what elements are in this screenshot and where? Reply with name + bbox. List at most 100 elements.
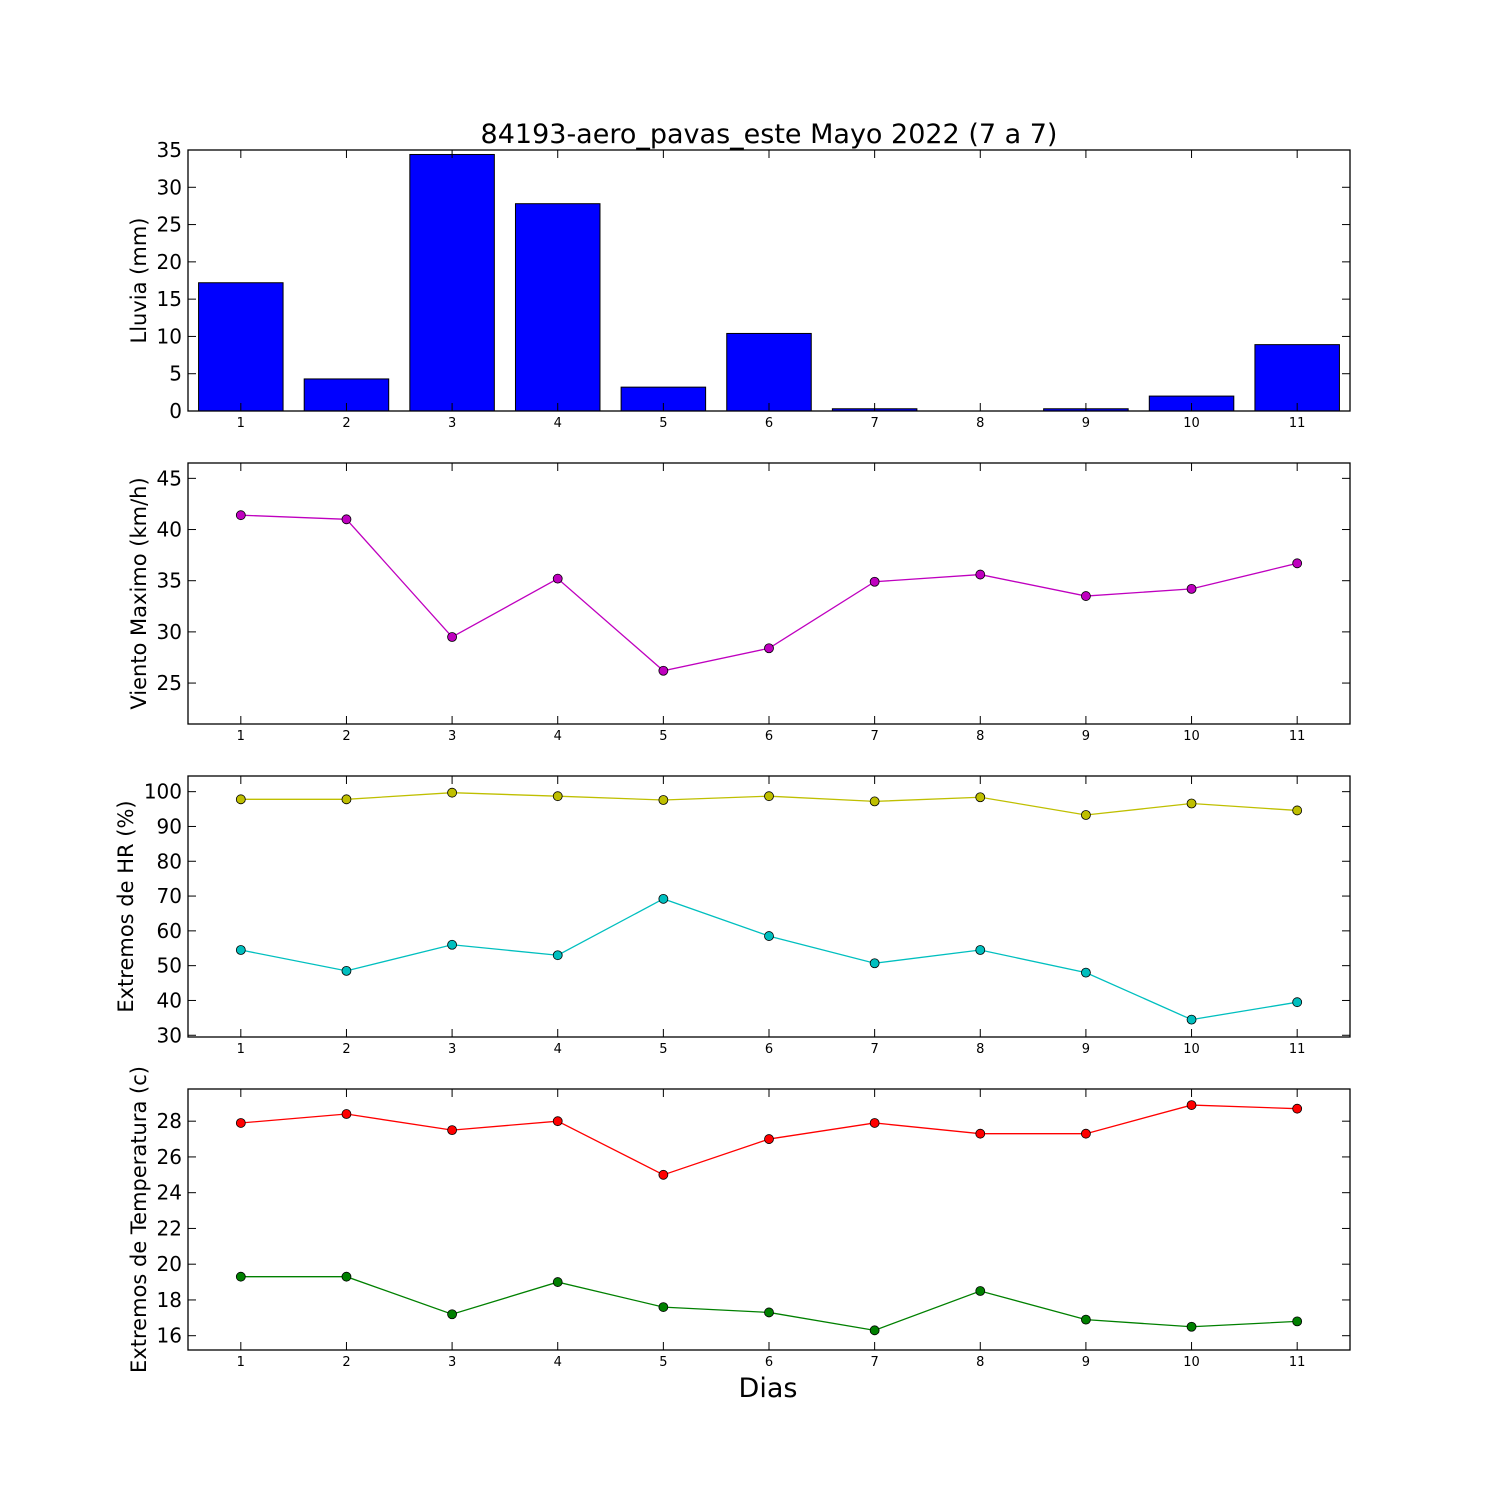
- x-tick-label: 6: [765, 729, 773, 744]
- x-tick-label: 7: [870, 1042, 878, 1057]
- data-point: [1186, 583, 1197, 594]
- data-point: [764, 1134, 774, 1144]
- x-tick-label: 9: [1082, 416, 1090, 431]
- data-point: [1292, 558, 1303, 569]
- data-point: [1186, 1014, 1197, 1025]
- x-tick-label: 1: [237, 416, 245, 431]
- data-point: [658, 795, 669, 805]
- data-point: [975, 1286, 986, 1296]
- x-tick-label: 11: [1289, 1042, 1306, 1057]
- bar: [726, 332, 812, 412]
- y-tick-label: 45: [157, 466, 182, 490]
- x-tick-label: 7: [870, 729, 878, 744]
- y-tick-label: 25: [157, 213, 182, 237]
- data-point: [1292, 997, 1303, 1008]
- bar: [514, 203, 601, 412]
- x-tick-label: 4: [554, 729, 562, 744]
- data-point: [235, 794, 246, 805]
- data-point: [869, 958, 880, 969]
- x-tick-label: 9: [1082, 729, 1090, 744]
- x-tick-label: 1: [237, 1355, 245, 1370]
- data-point: [235, 945, 246, 955]
- y-tick-label: 40: [157, 518, 182, 542]
- data-point: [235, 1118, 246, 1128]
- data-point: [764, 643, 774, 654]
- y-tick-label: 0: [169, 399, 182, 423]
- y-tick-label: 60: [157, 919, 182, 943]
- data-point: [869, 1325, 880, 1336]
- data-point: [1292, 1103, 1303, 1114]
- y-axis-label: Viento Maximo (km/h): [127, 477, 151, 709]
- x-tick-label: 8: [976, 1355, 984, 1370]
- x-tick-label: 5: [659, 416, 667, 431]
- x-tick-label: 6: [765, 1355, 773, 1370]
- data-point: [975, 792, 986, 803]
- data-point: [869, 796, 880, 807]
- data-point: [764, 931, 774, 941]
- y-tick-label: 90: [157, 814, 182, 838]
- data-point: [447, 1125, 457, 1136]
- chart-title: 84193-aero_pavas_este Mayo 2022 (7 a 7): [481, 119, 1058, 150]
- data-point: [1081, 967, 1091, 978]
- data-point: [447, 632, 457, 642]
- y-tick-label: 15: [157, 287, 182, 311]
- y-tick-label: 30: [157, 1023, 182, 1047]
- x-tick-label: 8: [976, 1042, 984, 1057]
- y-tick-label: 22: [157, 1216, 182, 1240]
- data-point: [658, 893, 669, 904]
- y-tick-label: 26: [157, 1145, 182, 1169]
- data-point: [235, 510, 246, 521]
- x-tick-label: 8: [976, 416, 984, 431]
- data-point: [1186, 1100, 1197, 1110]
- x-tick-label: 7: [870, 416, 878, 431]
- x-tick-label: 4: [554, 416, 562, 431]
- x-tick-label: 2: [342, 1355, 350, 1370]
- x-tick-label: 11: [1289, 729, 1306, 744]
- y-axis-label: Extremos de Temperatura (c): [127, 1066, 151, 1373]
- x-tick-label: 3: [448, 729, 456, 744]
- x-tick-label: 5: [659, 1042, 667, 1057]
- y-tick-label: 80: [157, 849, 182, 873]
- y-tick-label: 20: [157, 250, 182, 274]
- data-point: [658, 1302, 669, 1312]
- data-point: [975, 569, 986, 580]
- y-tick-label: 10: [157, 324, 182, 348]
- data-point: [552, 950, 563, 961]
- data-point: [869, 1118, 880, 1128]
- data-point: [975, 945, 986, 955]
- x-tick-label: 3: [448, 1355, 456, 1370]
- x-tick-label: 11: [1289, 1355, 1306, 1370]
- data-point: [1186, 1321, 1197, 1332]
- data-point: [658, 665, 669, 676]
- data-point: [552, 1116, 563, 1127]
- x-tick-label: 10: [1183, 416, 1200, 431]
- y-tick-label: 100: [144, 780, 182, 804]
- x-tick-label: 2: [342, 1042, 350, 1057]
- data-point: [764, 1307, 774, 1318]
- data-point: [447, 1309, 457, 1320]
- data-point: [975, 1128, 986, 1139]
- x-tick-label: 6: [765, 1042, 773, 1057]
- data-point: [552, 791, 563, 802]
- x-tick-label: 3: [448, 1042, 456, 1057]
- y-tick-label: 24: [157, 1181, 182, 1205]
- x-tick-label: 4: [554, 1042, 562, 1057]
- x-tick-label: 2: [342, 416, 350, 431]
- x-tick-label: 10: [1183, 729, 1200, 744]
- x-tick-label: 11: [1289, 416, 1306, 431]
- y-tick-label: 35: [157, 138, 182, 162]
- y-tick-label: 70: [157, 884, 182, 908]
- y-tick-label: 16: [157, 1324, 182, 1348]
- x-tick-label: 5: [659, 1355, 667, 1370]
- y-tick-label: 40: [157, 988, 182, 1012]
- panel-4: 16 18 20 22 24 26 28 1 2 3 4 5 6 7 8 9 10 11 Extremos de T…: [127, 1066, 1351, 1373]
- data-point: [447, 939, 457, 950]
- y-tick-label: 20: [157, 1252, 182, 1276]
- y-tick-label: 50: [157, 954, 182, 978]
- data-point: [1292, 1316, 1303, 1327]
- bar: [1254, 344, 1340, 412]
- bar: [198, 282, 284, 412]
- y-tick-label: 18: [157, 1288, 182, 1312]
